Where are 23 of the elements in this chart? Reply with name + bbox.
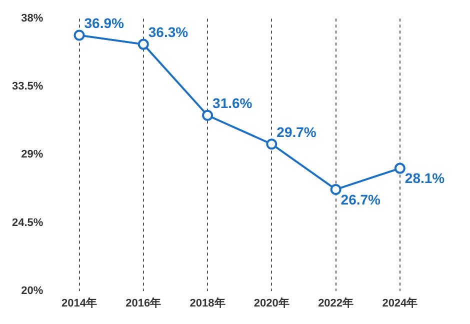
x-tick-label: 2024年 xyxy=(382,296,418,310)
point xyxy=(138,38,149,50)
x-tick-label: 2016年 xyxy=(126,296,162,310)
x-tick-label: 2014年 xyxy=(62,296,97,310)
data-label: 26.7% xyxy=(340,191,382,208)
data-label: 31.6% xyxy=(212,95,253,112)
data-label: 36.9% xyxy=(84,15,125,32)
point xyxy=(266,138,278,150)
y-tick-label: 33.5% xyxy=(12,80,44,93)
x-tick-label: 2018年 xyxy=(190,296,226,310)
point xyxy=(330,184,342,195)
y-tick-label: 20% xyxy=(21,284,44,297)
y-tick-label: 38% xyxy=(21,12,44,25)
data-label: 29.7% xyxy=(276,124,317,140)
data-label: 36.3% xyxy=(148,24,189,40)
point xyxy=(74,30,85,41)
data-label: 28.1% xyxy=(404,170,446,186)
x-tick-label: 2020年 xyxy=(254,296,290,310)
y-tick-label: 24.5% xyxy=(12,216,44,229)
x-tick-label: 2022年 xyxy=(318,296,354,310)
point xyxy=(202,110,214,121)
point xyxy=(394,162,406,174)
y-tick-label: 29% xyxy=(21,148,44,161)
